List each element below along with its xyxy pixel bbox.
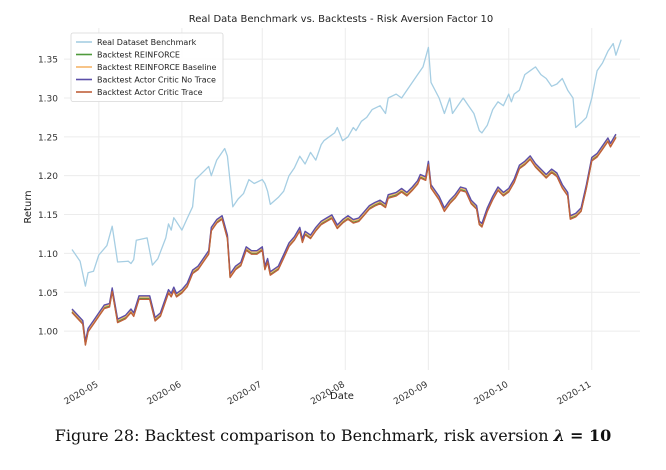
- y-tick-label: 1.30: [38, 94, 58, 104]
- x-axis-label: Date: [330, 391, 354, 402]
- y-axis-label: Return: [23, 190, 34, 223]
- caption-text: Figure 28: Backtest comparison to Benchm…: [54, 426, 549, 445]
- legend-label: Backtest REINFORCE: [97, 51, 180, 60]
- figure-caption: Figure 28: Backtest comparison to Benchm…: [0, 426, 666, 445]
- legend-label: Real Dataset Benchmark: [97, 38, 197, 47]
- x-tick-label: 2020-05: [63, 380, 101, 407]
- chart-title: Real Data Benchmark vs. Backtests - Risk…: [189, 14, 494, 25]
- y-tick-label: 1.35: [38, 56, 58, 66]
- x-tick-label: 2020-09: [392, 380, 430, 408]
- legend-label: Backtest Actor Critic No Trace: [97, 76, 216, 85]
- x-tick-label: 2020-10: [473, 380, 511, 408]
- y-tick-label: 1.20: [38, 172, 58, 182]
- series-line-backtest-actor-critic-trace: [71, 137, 617, 346]
- y-tick-label: 1.00: [38, 328, 58, 338]
- caption-value: = 10: [569, 426, 612, 445]
- y-tick-label: 1.25: [38, 133, 58, 143]
- caption-symbol: λ: [553, 426, 565, 445]
- y-tick-label: 1.05: [38, 289, 58, 299]
- x-tick-label: 2020-11: [556, 380, 594, 407]
- series-lines: [71, 39, 622, 346]
- series-line-real-dataset-benchmark: [71, 39, 622, 287]
- series-line-backtest-actor-critic-no-trace: [71, 133, 617, 343]
- legend-label: Backtest REINFORCE Baseline: [97, 63, 217, 72]
- legend-label: Backtest Actor Critic Trace: [97, 88, 203, 97]
- x-tick-label: 2020-07: [226, 380, 264, 407]
- legend-box: [70, 32, 224, 102]
- y-tick-label: 1.10: [38, 250, 58, 260]
- y-axis-ticks: 1.00 1.05 1.10 1.15 1.20 1.25 1.30 1.35: [38, 56, 58, 338]
- chart-figure: Real Data Benchmark vs. Backtests - Risk…: [23, 14, 640, 408]
- x-axis-ticks: 2020-05 2020-06 2020-07 2020-08 2020-09 2020-…: [63, 380, 594, 408]
- x-tick-label: 2020-06: [146, 380, 184, 408]
- legend: Real Dataset Benchmark Backtest REINFORCE…: [70, 32, 224, 102]
- y-tick-label: 1.15: [38, 211, 58, 221]
